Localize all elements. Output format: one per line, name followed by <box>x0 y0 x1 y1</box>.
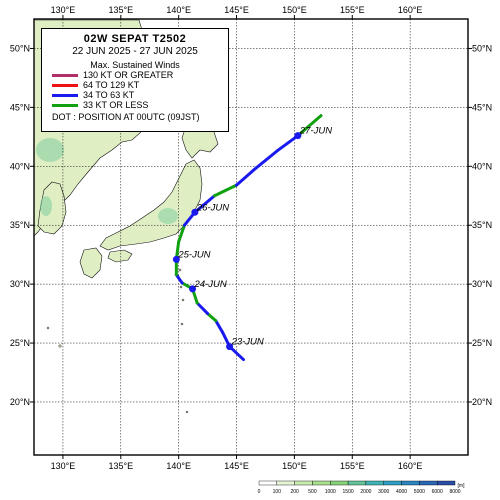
elevation-scale-swatch <box>294 480 313 486</box>
elevation-scale-swatch <box>312 480 331 486</box>
position-dot <box>189 285 197 293</box>
legend-item-64kt: 64 TO 129 KT <box>52 80 228 90</box>
legend: 02W SEPAT T2502 22 JUN 2025 - 27 JUN 202… <box>41 28 229 132</box>
position-dots: 23-JUN 24-JUN 25-JUN 26-JUN 27-JUN <box>172 126 332 351</box>
track-segment <box>206 312 218 323</box>
legend-item-label: 34 TO 63 KT <box>83 90 135 100</box>
track-date-label: 23-JUN <box>231 337 264 348</box>
elevation-scale-label: 1500 <box>343 489 354 495</box>
legend-swatch <box>52 83 78 87</box>
position-dot <box>172 255 180 263</box>
legend-item-label: 64 TO 129 KT <box>83 80 140 90</box>
track-segment <box>174 273 184 285</box>
lon-tick-label-bottom: 145°E <box>224 461 249 471</box>
lon-tick-label-top: 135°E <box>108 5 133 15</box>
lat-tick-label-right: 35°N <box>472 220 492 230</box>
lon-tick-label-bottom: 140°E <box>166 461 191 471</box>
legend-period: 22 JUN 2025 - 27 JUN 2025 <box>72 46 198 57</box>
elevation-scale-label: 6000 <box>432 489 443 495</box>
lat-tick-label-right: 40°N <box>472 161 492 171</box>
elevation-scale-label: 8000 <box>449 489 460 495</box>
land-kyushu <box>79 247 103 279</box>
elevation-scale-label: 1000 <box>325 489 336 495</box>
elevation-scale: 0 100 200 500 1000 1500 2000 3000 4000 5000 6000 80… <box>258 480 466 495</box>
track-segment <box>193 194 217 214</box>
lat-tick-label-right: 25°N <box>472 338 492 348</box>
elevation-scale-swatch <box>276 480 295 486</box>
track-segment <box>214 319 225 334</box>
track-segment <box>213 183 239 198</box>
track-segment <box>195 301 210 316</box>
lon-tick-label-top: 145°E <box>224 5 249 15</box>
elevation-scale-label: 5000 <box>414 489 425 495</box>
legend-swatch <box>52 93 78 97</box>
lat-tick-label-right: 50°N <box>472 43 492 53</box>
position-dot <box>294 132 302 140</box>
legend-item-34kt: 34 TO 63 KT <box>52 90 228 100</box>
elevation-scale-swatch <box>365 480 384 486</box>
elevation-scale-swatch <box>330 480 349 486</box>
lat-tick-label-left: 30°N <box>10 279 30 289</box>
legend-title: 02W SEPAT T2502 <box>83 33 187 45</box>
elevation-scale-label: 2000 <box>360 489 371 495</box>
islands <box>46 268 189 414</box>
lat-tick-label-left: 50°N <box>10 43 30 53</box>
lon-tick-label-top: 130°E <box>51 5 76 15</box>
elevation-scale-swatch <box>383 480 402 486</box>
lat-tick-label-left: 25°N <box>10 338 30 348</box>
lon-tick-label-bottom: 160°E <box>398 461 423 471</box>
elevation-scale-swatch <box>401 480 420 486</box>
elevation-scale-label: 100 <box>273 489 282 495</box>
axis-tick-labels: 130°E 130°E 135°E 135°E 140°E 140°E 145°E 145°E… <box>10 5 492 471</box>
lat-tick-label-left: 40°N <box>10 161 30 171</box>
lat-tick-label-right: 20°N <box>472 397 492 407</box>
elevation-scale-swatch <box>436 480 456 486</box>
track-date-label: 27-JUN <box>299 126 332 137</box>
track-segment <box>177 223 186 244</box>
lat-tick-label-right: 45°N <box>472 102 492 112</box>
elevation-scale-swatch <box>347 480 367 486</box>
lon-tick-label-top: 140°E <box>166 5 191 15</box>
legend-swatch <box>52 103 78 107</box>
legend-item-label: 130 KT OR GREATER <box>83 70 174 80</box>
lon-tick-label-bottom: 135°E <box>108 461 133 471</box>
land-korea <box>37 181 67 235</box>
elevation-scale-label: 4000 <box>396 489 407 495</box>
legend-item-33kt: 33 KT OR LESS <box>52 100 228 110</box>
track-date-label: 26-JUN <box>196 202 229 213</box>
lon-tick-label-top: 150°E <box>282 5 307 15</box>
lat-tick-label-left: 20°N <box>10 397 30 407</box>
elevation-scale-label: 500 <box>308 489 317 495</box>
lon-tick-label-bottom: 155°E <box>340 461 365 471</box>
position-dot <box>191 208 199 216</box>
legend-swatch <box>52 73 78 77</box>
legend-item-label: 33 KT OR LESS <box>83 100 149 110</box>
track-segment <box>252 149 279 172</box>
lon-tick-label-bottom: 150°E <box>282 461 307 471</box>
typhoon-track <box>174 114 323 362</box>
track-segment <box>296 114 323 138</box>
legend-dot-note: DOT : POSITION AT 00UTC (09JST) <box>52 112 200 122</box>
elevation-scale-label: 3000 <box>378 489 389 495</box>
legend-heading: Max. Sustained Winds <box>90 60 180 70</box>
land-shikoku <box>107 249 133 263</box>
land-honshu <box>99 159 203 251</box>
lat-tick-label-right: 30°N <box>472 279 492 289</box>
track-date-label: 24-JUN <box>194 279 227 290</box>
position-dot <box>226 343 234 351</box>
elevation-scale-swatch <box>258 480 278 486</box>
track-date-label: 25-JUN <box>177 249 210 260</box>
lat-tick-label-left: 45°N <box>10 102 30 112</box>
elevation-scale-swatch <box>419 480 438 486</box>
lon-tick-label-top: 155°E <box>340 5 365 15</box>
legend-item-130kt: 130 KT OR GREATER <box>52 70 228 80</box>
elevation-scale-label: 200 <box>290 489 299 495</box>
track-segment <box>235 168 256 187</box>
lon-tick-label-bottom: 130°E <box>51 461 76 471</box>
track-segment <box>275 134 300 153</box>
elevation-scale-label: 0 <box>258 489 261 495</box>
elevation-scale-unit: [m] <box>458 483 466 489</box>
lon-tick-label-top: 160°E <box>398 5 423 15</box>
lat-tick-label-left: 35°N <box>10 220 30 230</box>
